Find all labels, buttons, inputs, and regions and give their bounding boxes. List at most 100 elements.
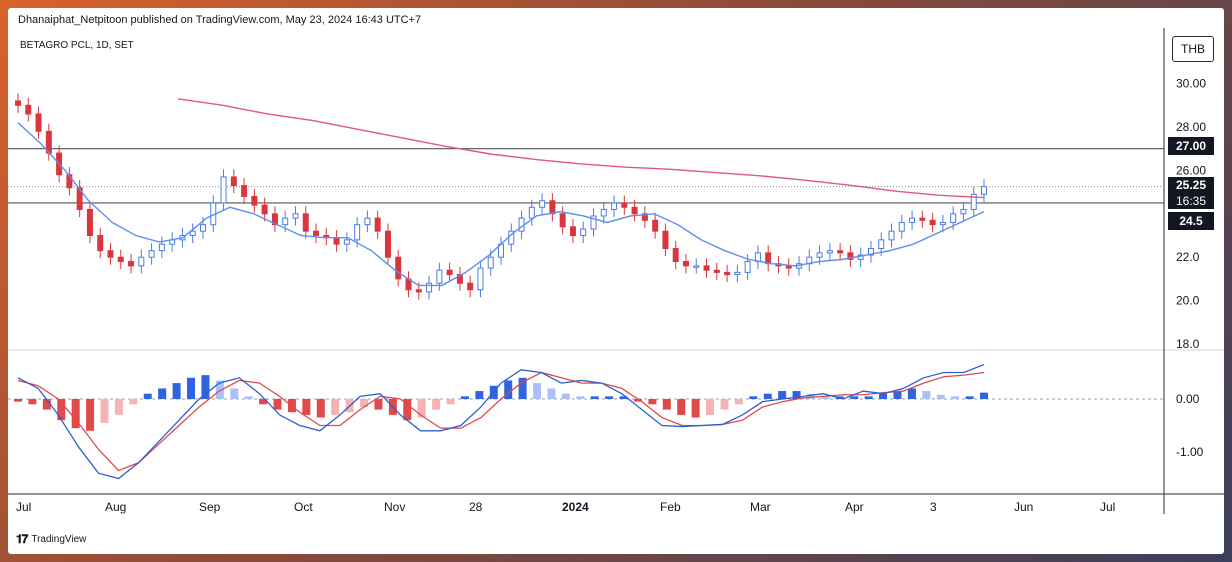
macd-histogram-bar [360,399,369,407]
macd-histogram-bar [201,375,210,399]
candle-body [867,248,874,256]
macd-histogram-bar [951,396,960,399]
publisher-line: Dhanaiphat_Netpitoon published on Tradin… [18,14,422,26]
candle-body [364,217,371,226]
macd-histogram-bar [114,399,123,415]
candle-body [251,195,258,206]
macd-histogram-bar [980,392,988,399]
candle-body [878,239,885,250]
ma-short-line [17,122,985,287]
price-tick-label: 20.0 [1176,294,1200,308]
candle-body [477,267,484,291]
macd-histogram-bar [504,380,513,399]
macd-histogram-bar [763,393,772,399]
macd-histogram-bar [936,394,945,399]
candle-body [35,113,42,132]
candle-body [569,226,576,237]
price-tick-label: 28.00 [1176,120,1206,134]
macd-histogram-bar [691,399,700,418]
macd-histogram-bar [71,399,80,429]
candle-body [539,200,546,208]
chart-canvas[interactable]: 30.00 28.00 26.00 22.0 20.0 18.0 0.00 -1.00 Jul A… [8,8,1224,554]
candle-body [785,265,792,269]
axes: 30.00 28.00 26.00 22.0 20.0 18.0 0.00 -1.00 Jul A… [16,77,1206,514]
macd-histogram-bar [864,396,873,399]
candle-body [343,239,350,245]
candle-body [847,252,854,260]
brand-name: TradingView [31,534,87,545]
price-tag-countdown: 16:35 [1168,193,1214,209]
macd-histogram-bar [619,396,628,399]
candle-body [518,217,525,232]
macd-histogram-bar [605,396,614,399]
macd-histogram-bar [158,388,167,399]
candle-body [693,265,700,268]
candle-body [528,206,535,219]
macd-histogram-bar [57,399,66,421]
candle-body [939,221,946,226]
candle-body [970,193,977,210]
price-tag-level-top: 27.00 [1168,137,1214,155]
macd-histogram-bar [648,399,657,405]
candle-body [384,230,391,258]
macd-histogram-bar [734,399,743,405]
candle-body [713,269,720,273]
time-tick-label: 3 [930,500,937,514]
macd-histogram-bar [590,396,599,399]
time-tick-label: Aug [105,500,126,514]
candle-body [580,228,587,237]
candle-body [148,250,155,258]
candle-body [744,261,751,273]
candle-body [467,282,474,291]
macd-histogram-bar [806,393,815,399]
candle-body [621,202,628,208]
macd-histogram-bar [187,377,196,399]
candle-body [672,248,679,263]
candle-body [220,176,227,204]
ma-long-line [177,98,985,199]
macd-histogram-bar [677,399,686,415]
macd-histogram-bar [720,399,729,410]
candle-body [682,261,689,267]
candle-body [641,213,648,221]
macd-histogram-bar [792,391,801,399]
candle-body [25,104,32,115]
macd-histogram-bar [316,399,325,418]
macd-histogram-bar [273,399,282,410]
macd-histogram-bar [965,396,974,399]
candle-body [282,217,289,226]
candle-body [313,230,320,237]
candle-body [271,213,278,226]
candle-body [600,208,607,217]
macd-tick-label: -1.00 [1176,445,1204,459]
currency-button[interactable]: THB [1172,36,1214,62]
price-tick-label: 26.00 [1176,163,1206,177]
macd-histogram-bar [633,399,642,402]
candle-body [837,250,844,254]
candle-body [354,224,361,241]
macd-histogram-bar [749,396,758,399]
candle-body [898,221,905,232]
time-tick-label: Jul [1100,500,1115,514]
candle-body [549,200,556,215]
macd-histogram-bar [374,399,383,410]
candle-body [456,274,463,284]
candle-body [919,217,926,221]
brand-footer[interactable]: 𝟏𝟕 TradingView [16,532,86,547]
candle-body [487,256,494,269]
candle-body [302,213,309,232]
macd-histogram-bar [143,393,152,399]
candle-body [426,282,433,293]
symbol-label[interactable]: BETAGRO PCL, 1D, SET [20,40,134,51]
price-pane [8,93,1164,300]
candle-body [981,186,987,195]
macd-histogram-bar [460,396,469,399]
time-tick-label: Sep [199,500,221,514]
candle-body [158,243,165,252]
candle-body [15,100,21,106]
macd-histogram-bar [662,399,671,410]
macd-histogram-bar [879,393,888,399]
candle-body [724,271,731,276]
time-tick-label: Nov [384,500,405,514]
price-tick-label: 18.0 [1176,337,1200,351]
